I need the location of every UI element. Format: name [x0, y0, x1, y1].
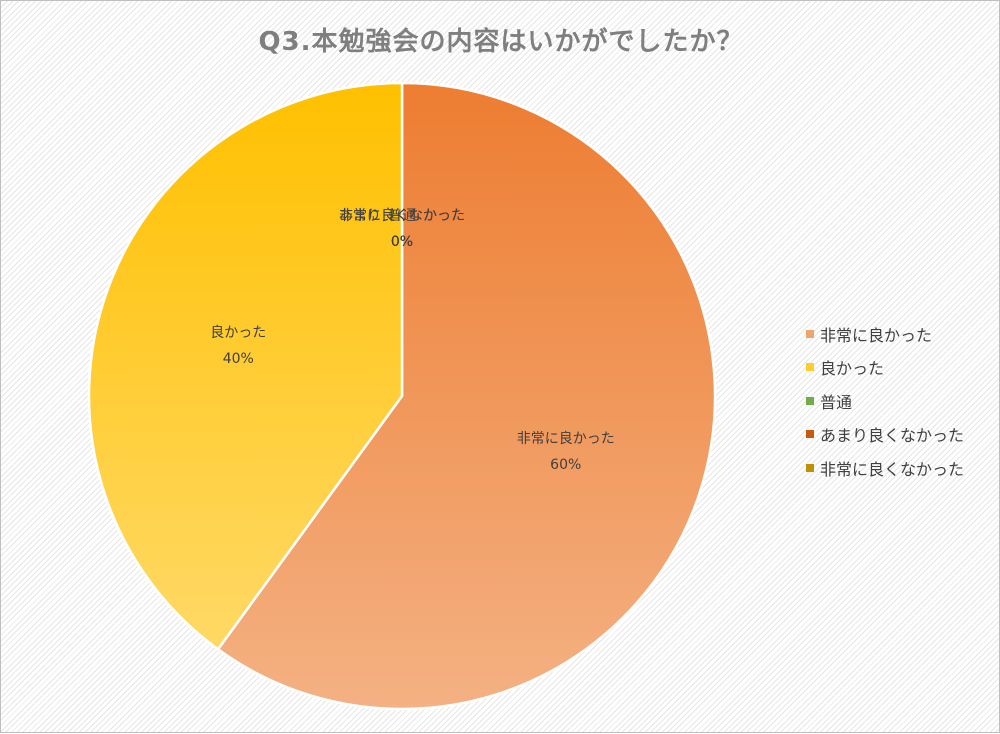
- legend-swatch-1: [806, 363, 814, 372]
- data-label-category-2: 普通: [388, 208, 416, 224]
- pie-slice-0: [216, 81, 717, 711]
- pie-slices: [87, 81, 717, 711]
- legend-item-2: 普通: [806, 384, 964, 418]
- legend-label-4: 非常に良くなかった: [820, 459, 965, 479]
- legend-swatch-0: [806, 329, 814, 338]
- legend-label-0: 非常に良かった: [820, 325, 933, 345]
- legend-item-0: 非常に良かった: [806, 317, 964, 351]
- legend: 非常に良かった 良かった普通あまり良くなかった 非常に良くなかった: [806, 317, 964, 485]
- legend-label-2: 普通: [820, 392, 853, 412]
- data-label-value-4: 0%: [391, 234, 413, 250]
- legend-label-3: あまり良くなかった: [820, 426, 965, 446]
- legend-item-3: あまり良くなかった: [806, 418, 964, 452]
- pie-slice-1: [87, 81, 404, 651]
- data-label-value-1: 40%: [223, 351, 254, 367]
- data-label-value-2: 0%: [391, 234, 413, 250]
- data-labels: 非常に良かった60%良かった40%普通0%あまり良くなかった0%非常に良くなかっ…: [210, 208, 614, 473]
- data-label-value-3: 0%: [391, 234, 413, 250]
- data-label-value-0: 60%: [550, 457, 581, 473]
- legend-swatch-2: [806, 396, 814, 405]
- data-label-category-1: 良かった: [210, 325, 266, 341]
- data-label-category-3: あまり良くなかった: [339, 208, 465, 224]
- legend-item-4: 非常に良くなかった: [806, 451, 964, 485]
- legend-swatch-3: [806, 430, 814, 439]
- chart-title: Q3.本勉強会の内容はいかがでしたか？: [258, 27, 744, 57]
- data-label-category-0: 非常に良かった: [517, 431, 615, 447]
- legend-swatch-4: [806, 463, 814, 472]
- legend-label-1: 良かった: [820, 359, 885, 379]
- data-label-category-4: 非常に良くなかった: [339, 208, 465, 224]
- legend-item-1: 良かった: [806, 351, 964, 385]
